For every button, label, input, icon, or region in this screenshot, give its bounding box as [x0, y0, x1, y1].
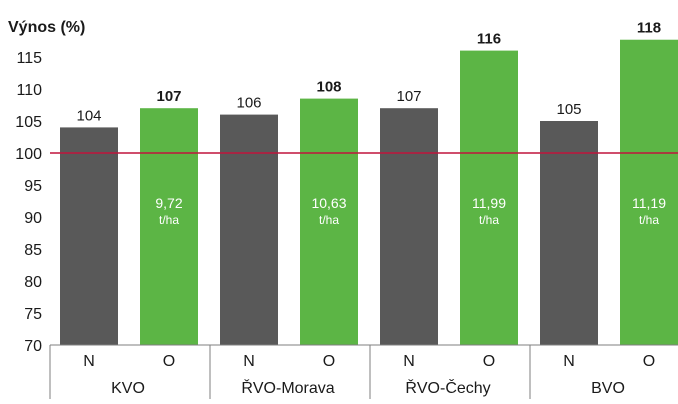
- bar-value-label: 106: [236, 95, 261, 112]
- x-category-label: O: [323, 353, 335, 370]
- bar-value-label: 116: [477, 31, 501, 48]
- x-group-label: ŘVO-Morava: [241, 378, 334, 397]
- y-tick-label: 100: [15, 146, 42, 163]
- bar-yield-unit: t/ha: [479, 213, 499, 227]
- bar-n: [60, 127, 118, 346]
- x-category-label: O: [163, 353, 175, 370]
- y-tick-label: 95: [24, 178, 42, 195]
- bar-o: [620, 39, 678, 345]
- bar-n: [220, 114, 278, 345]
- bar-value-label: 107: [396, 88, 421, 105]
- y-tick-label: 80: [24, 274, 42, 291]
- bar-yield-label: 9,72: [155, 195, 182, 211]
- bar-value-label: 107: [156, 88, 181, 105]
- x-category-label: N: [83, 353, 95, 370]
- x-axis: N O KVO N O ŘVO-Morava N O ŘVO-Čechy N O BVO: [49, 344, 678, 399]
- bar-labels: 104 107 9,72 t/ha 106 108 10,63 t/ha 107 116 11,99…: [76, 20, 666, 227]
- bar-n: [540, 121, 598, 345]
- y-tick-label: 85: [24, 242, 42, 259]
- y-tick-label: 90: [24, 210, 42, 227]
- x-category-label: N: [243, 353, 255, 370]
- x-group-label: ŘVO-Čechy: [405, 378, 490, 397]
- bar-o: [140, 108, 198, 345]
- y-tick-label: 70: [24, 338, 42, 355]
- bar-value-label: 108: [316, 79, 341, 96]
- bars: [50, 39, 678, 346]
- x-group-label: KVO: [111, 380, 145, 397]
- y-tick-label: 105: [15, 114, 42, 131]
- bar-yield-label: 10,63: [311, 195, 346, 211]
- bar-yield-label: 11,19: [632, 195, 666, 211]
- bar-yield-unit: t/ha: [159, 213, 179, 227]
- x-category-label: N: [403, 353, 415, 370]
- y-axis-label: Výnos (%): [8, 19, 85, 36]
- bar-yield-label: 11,99: [472, 195, 506, 211]
- bar-value-label: 104: [76, 107, 101, 124]
- bar-yield-unit: t/ha: [319, 213, 339, 227]
- bar-o: [460, 50, 518, 345]
- bar-o: [300, 98, 358, 345]
- x-group-label: BVO: [591, 380, 625, 397]
- bar-yield-unit: t/ha: [639, 213, 659, 227]
- x-category-label: N: [563, 353, 575, 370]
- y-ticks: 70 75 80 85 90 95 100 105 110 115: [15, 50, 42, 355]
- y-tick-label: 115: [16, 50, 42, 67]
- bar-n: [380, 108, 438, 345]
- x-category-label: O: [483, 353, 495, 370]
- y-tick-label: 75: [24, 306, 42, 323]
- y-tick-label: 110: [16, 82, 42, 99]
- bar-value-label: 118: [637, 20, 661, 37]
- bar-value-label: 105: [556, 101, 581, 118]
- x-category-label: O: [643, 353, 655, 370]
